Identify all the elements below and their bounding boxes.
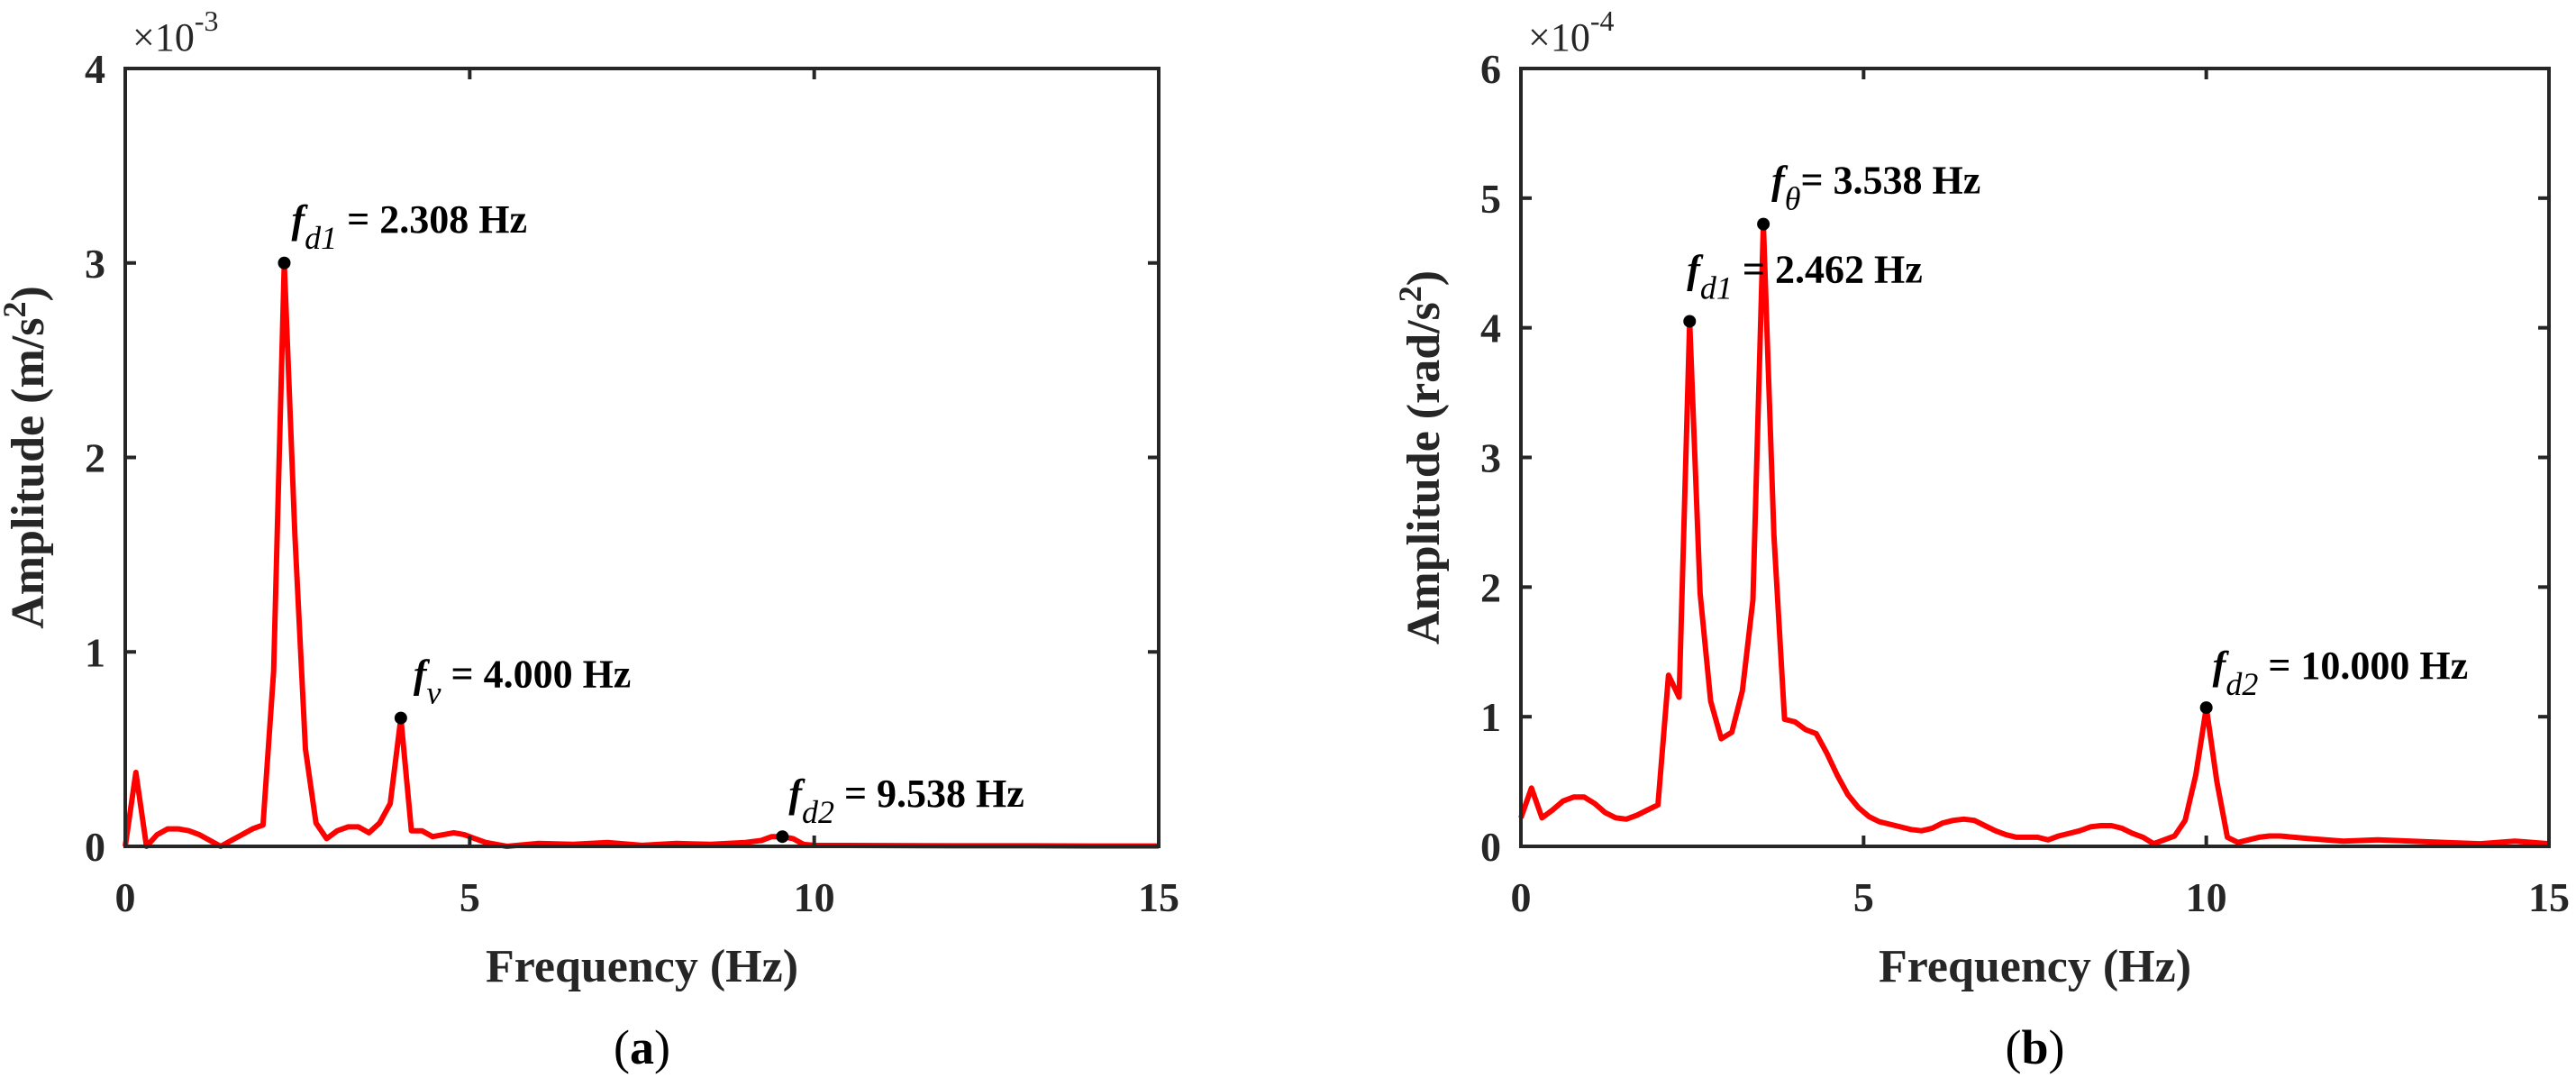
x-tick-label: 10 [794, 874, 835, 920]
y-tick-label: 4 [1480, 306, 1501, 352]
y-label-close: ) [1398, 270, 1450, 286]
y-tick-label: 1 [1480, 694, 1501, 740]
axes-box [1519, 67, 2551, 848]
panel-caption: (b) [2005, 1020, 2064, 1074]
peak-marker [1757, 217, 1770, 231]
annotation-subscript: v [427, 675, 441, 711]
x-axis-label: Frequency (Hz) [1879, 941, 2191, 992]
annotation-value: = 9.538 Hz [834, 772, 1024, 816]
annotation-symbol: f [291, 197, 308, 242]
y-label-text: Amplitude (rad/s [1398, 302, 1450, 644]
y-multiplier-label: ×10-4 [1528, 5, 1614, 59]
annotation-value: = 2.462 Hz [1733, 247, 1923, 291]
multiplier-exponent: -4 [1590, 5, 1615, 37]
caption-paren: ) [2049, 1020, 2065, 1074]
peak-annotation: fθ= 3.538 Hz [1771, 159, 1980, 217]
caption-letter: a [630, 1020, 654, 1074]
annotation-symbol: f [2213, 644, 2230, 688]
caption-paren: ( [614, 1020, 630, 1074]
peak-marker [776, 830, 789, 844]
x-tick-label: 0 [115, 874, 136, 920]
peak-annotation: fd2 = 9.538 Hz [788, 772, 1024, 830]
x-tick-label: 5 [1853, 874, 1874, 920]
peak-annotation: fd2 = 10.000 Hz [2213, 644, 2468, 702]
annotation-subscript: d1 [305, 220, 337, 256]
annotation-value: = 3.538 Hz [1800, 159, 1980, 203]
chart-a: 0 5 10 15 0 1 2 3 4 ×10-3 Frequency (Hz) Amplitude … [0, 5, 1179, 1074]
annotation-symbol: f [414, 653, 431, 697]
peak-annotation: fd1 = 2.308 Hz [291, 197, 526, 256]
x-tick-label: 5 [460, 874, 480, 920]
y-tick-label: 2 [1480, 564, 1501, 610]
peak-marker [2199, 701, 2213, 715]
peak-marker [1683, 315, 1697, 328]
chart-b: 0 5 10 15 0 1 2 3 4 5 6 ×10-4 Frequency (Hz) Amplitud… [1392, 5, 2570, 1074]
y-tick-label: 5 [1480, 176, 1501, 222]
caption-letter: b [2021, 1020, 2048, 1074]
series-line [123, 260, 1159, 849]
y-label-superscript: 2 [0, 302, 32, 318]
y-tick-label: 0 [85, 824, 105, 870]
y-label-superscript: 2 [1392, 286, 1428, 302]
y-multiplier-label: ×10-3 [132, 5, 218, 59]
y-label-close: ) [3, 286, 54, 301]
y-tick-label: 3 [1480, 435, 1501, 481]
annotation-value: = 2.308 Hz [337, 197, 527, 242]
annotation-value: = 10.000 Hz [2258, 644, 2468, 688]
caption-paren: ) [654, 1020, 670, 1074]
y-tick-label: 0 [1480, 824, 1501, 870]
y-tick-label: 2 [85, 435, 105, 481]
y-axis-label: Amplitude (m/s2) [0, 286, 54, 629]
peak-marker [278, 256, 291, 270]
x-tick-label: 15 [1138, 874, 1179, 920]
peak-annotation: fv = 4.000 Hz [414, 653, 631, 711]
annotation-symbol: f [1771, 159, 1789, 203]
peak-annotation: fd1 = 2.462 Hz [1687, 247, 1922, 306]
series-line [1518, 221, 2550, 847]
y-tick-label: 3 [85, 241, 105, 287]
y-tick-label: 1 [85, 629, 105, 675]
x-tick-label: 0 [1511, 874, 1532, 920]
y-label-text: Amplitude (m/s [3, 318, 54, 629]
y-tick-label: 6 [1480, 46, 1501, 92]
multiplier-base: ×10 [132, 15, 195, 59]
x-tick-label: 15 [2528, 874, 2570, 920]
y-axis-label: Amplitude (rad/s2) [1392, 270, 1450, 644]
annotation-subscript: θ [1785, 181, 1801, 217]
panel-caption: (a) [614, 1020, 670, 1074]
y-tick-label: 4 [85, 46, 105, 92]
x-tick-label: 10 [2186, 874, 2227, 920]
x-axis-label: Frequency (Hz) [486, 941, 798, 992]
caption-paren: ( [2005, 1020, 2021, 1074]
multiplier-base: ×10 [1528, 15, 1590, 59]
annotation-subscript: d2 [802, 794, 834, 830]
annotation-subscript: d1 [1700, 270, 1733, 306]
annotation-value: = 4.000 Hz [441, 653, 632, 697]
annotation-symbol: f [1687, 247, 1704, 291]
annotation-subscript: d2 [2226, 666, 2258, 702]
annotation-symbol: f [788, 772, 806, 816]
multiplier-exponent: -3 [195, 5, 219, 37]
peak-marker [394, 711, 407, 725]
